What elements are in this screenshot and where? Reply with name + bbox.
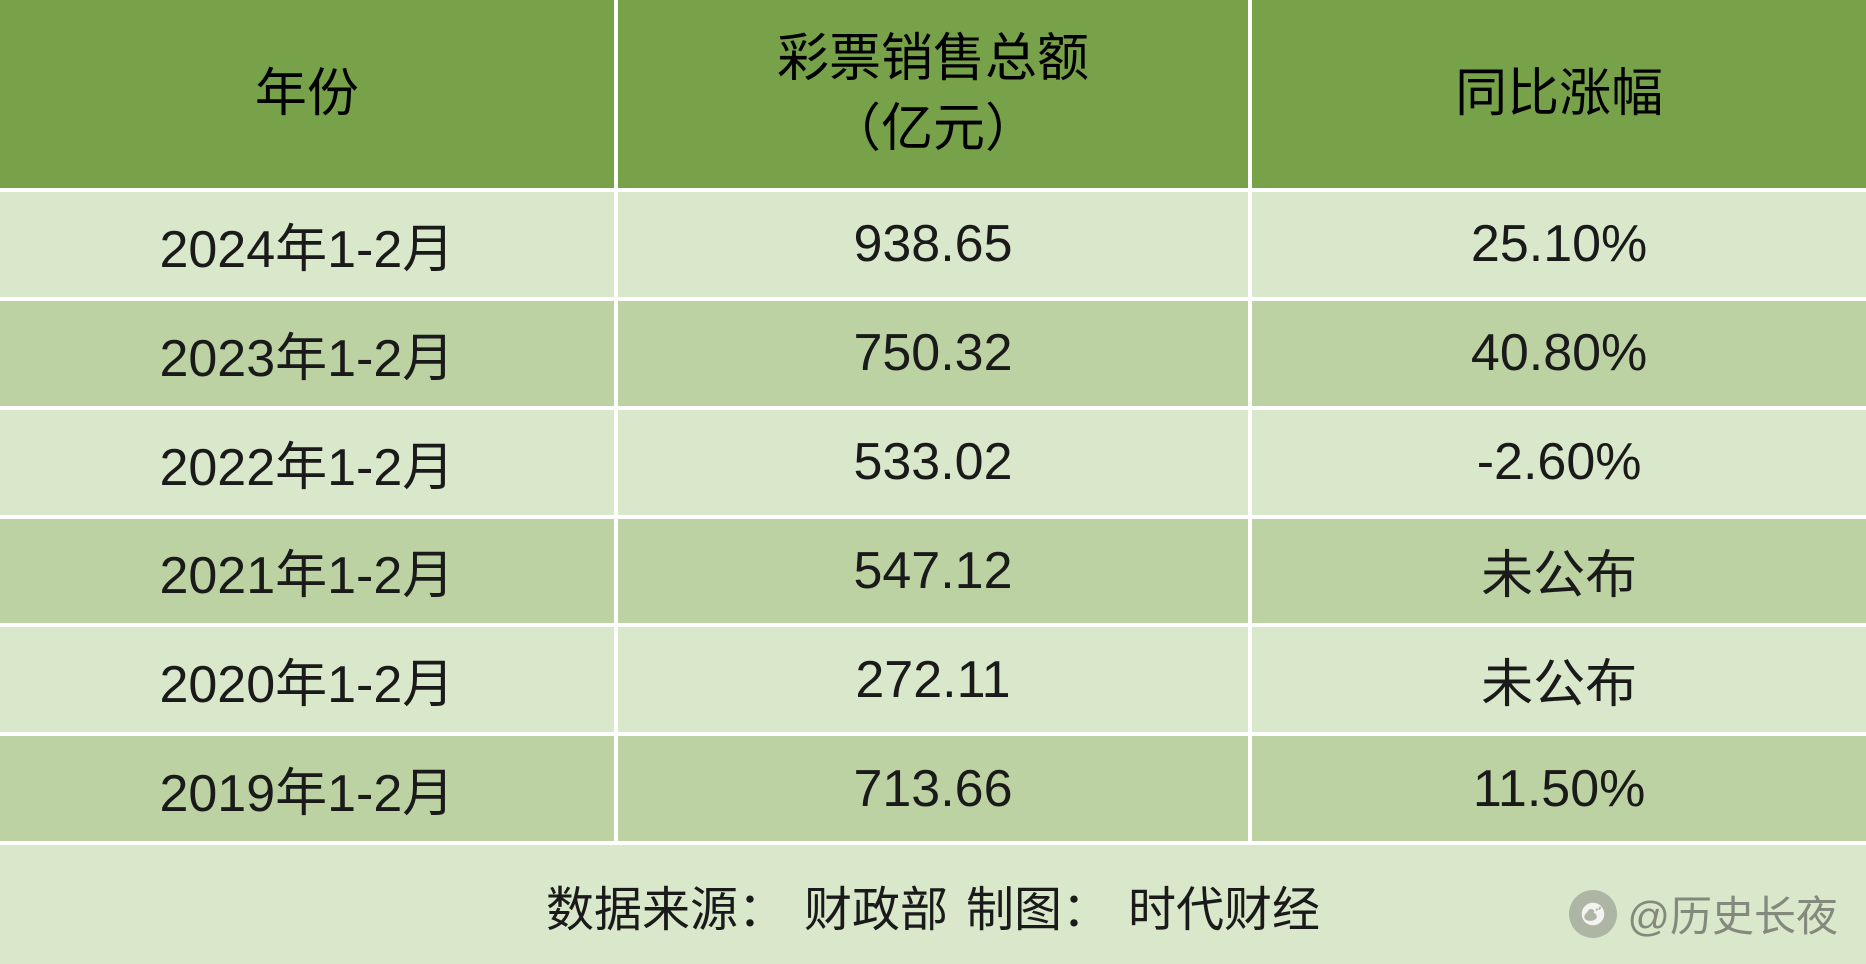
cell-year: 2020年1-2月	[0, 625, 616, 734]
table-row: 2023年1-2月 750.32 40.80%	[0, 299, 1866, 408]
table-header: 年份 彩票销售总额（亿元） 同比涨幅	[0, 0, 1866, 190]
col-header-yoy: 同比涨幅	[1250, 0, 1866, 190]
lottery-sales-table: 年份 彩票销售总额（亿元） 同比涨幅 2024年1-2月 938.65 25.1…	[0, 0, 1866, 964]
table-row: 2021年1-2月 547.12 未公布	[0, 517, 1866, 626]
cell-sales: 533.02	[616, 408, 1250, 517]
cell-year: 2023年1-2月	[0, 299, 616, 408]
table-row: 2019年1-2月 713.66 11.50%	[0, 734, 1866, 843]
col-header-yoy-label: 同比涨幅	[1455, 65, 1663, 123]
table-row: 2024年1-2月 938.65 25.10%	[0, 190, 1866, 299]
cell-yoy: 40.80%	[1250, 299, 1866, 408]
cell-sales: 938.65	[616, 190, 1250, 299]
footer-chart-value: 时代财经	[1128, 870, 1320, 940]
cell-yoy: 未公布	[1250, 517, 1866, 626]
cell-year: 2022年1-2月	[0, 408, 616, 517]
cell-yoy: 11.50%	[1250, 734, 1866, 843]
footer-source-value: 财政部	[804, 870, 948, 940]
footer-chart-label: 制图：	[966, 870, 1110, 940]
cell-sales: 272.11	[616, 625, 1250, 734]
col-header-sales-label: 彩票销售总额（亿元）	[618, 24, 1248, 164]
cell-yoy: 未公布	[1250, 625, 1866, 734]
table-footer: 数据来源： 财政部 制图： 时代财经	[0, 870, 1866, 940]
cell-year: 2021年1-2月	[0, 517, 616, 626]
table-row: 2022年1-2月 533.02 -2.60%	[0, 408, 1866, 517]
table-footer-row: 数据来源： 财政部 制图： 时代财经	[0, 843, 1866, 964]
cell-sales: 750.32	[616, 299, 1250, 408]
cell-yoy: 25.10%	[1250, 190, 1866, 299]
cell-sales: 713.66	[616, 734, 1250, 843]
table-row: 2020年1-2月 272.11 未公布	[0, 625, 1866, 734]
cell-year: 2019年1-2月	[0, 734, 616, 843]
table-footer-cell: 数据来源： 财政部 制图： 时代财经	[0, 843, 1866, 964]
cell-yoy: -2.60%	[1250, 408, 1866, 517]
col-header-year-label: 年份	[255, 65, 359, 123]
cell-sales: 547.12	[616, 517, 1250, 626]
col-header-year: 年份	[0, 0, 616, 190]
footer-source-label: 数据来源：	[546, 870, 786, 940]
table-body: 2024年1-2月 938.65 25.10% 2023年1-2月 750.32…	[0, 190, 1866, 964]
cell-year: 2024年1-2月	[0, 190, 616, 299]
col-header-sales: 彩票销售总额（亿元）	[616, 0, 1250, 190]
